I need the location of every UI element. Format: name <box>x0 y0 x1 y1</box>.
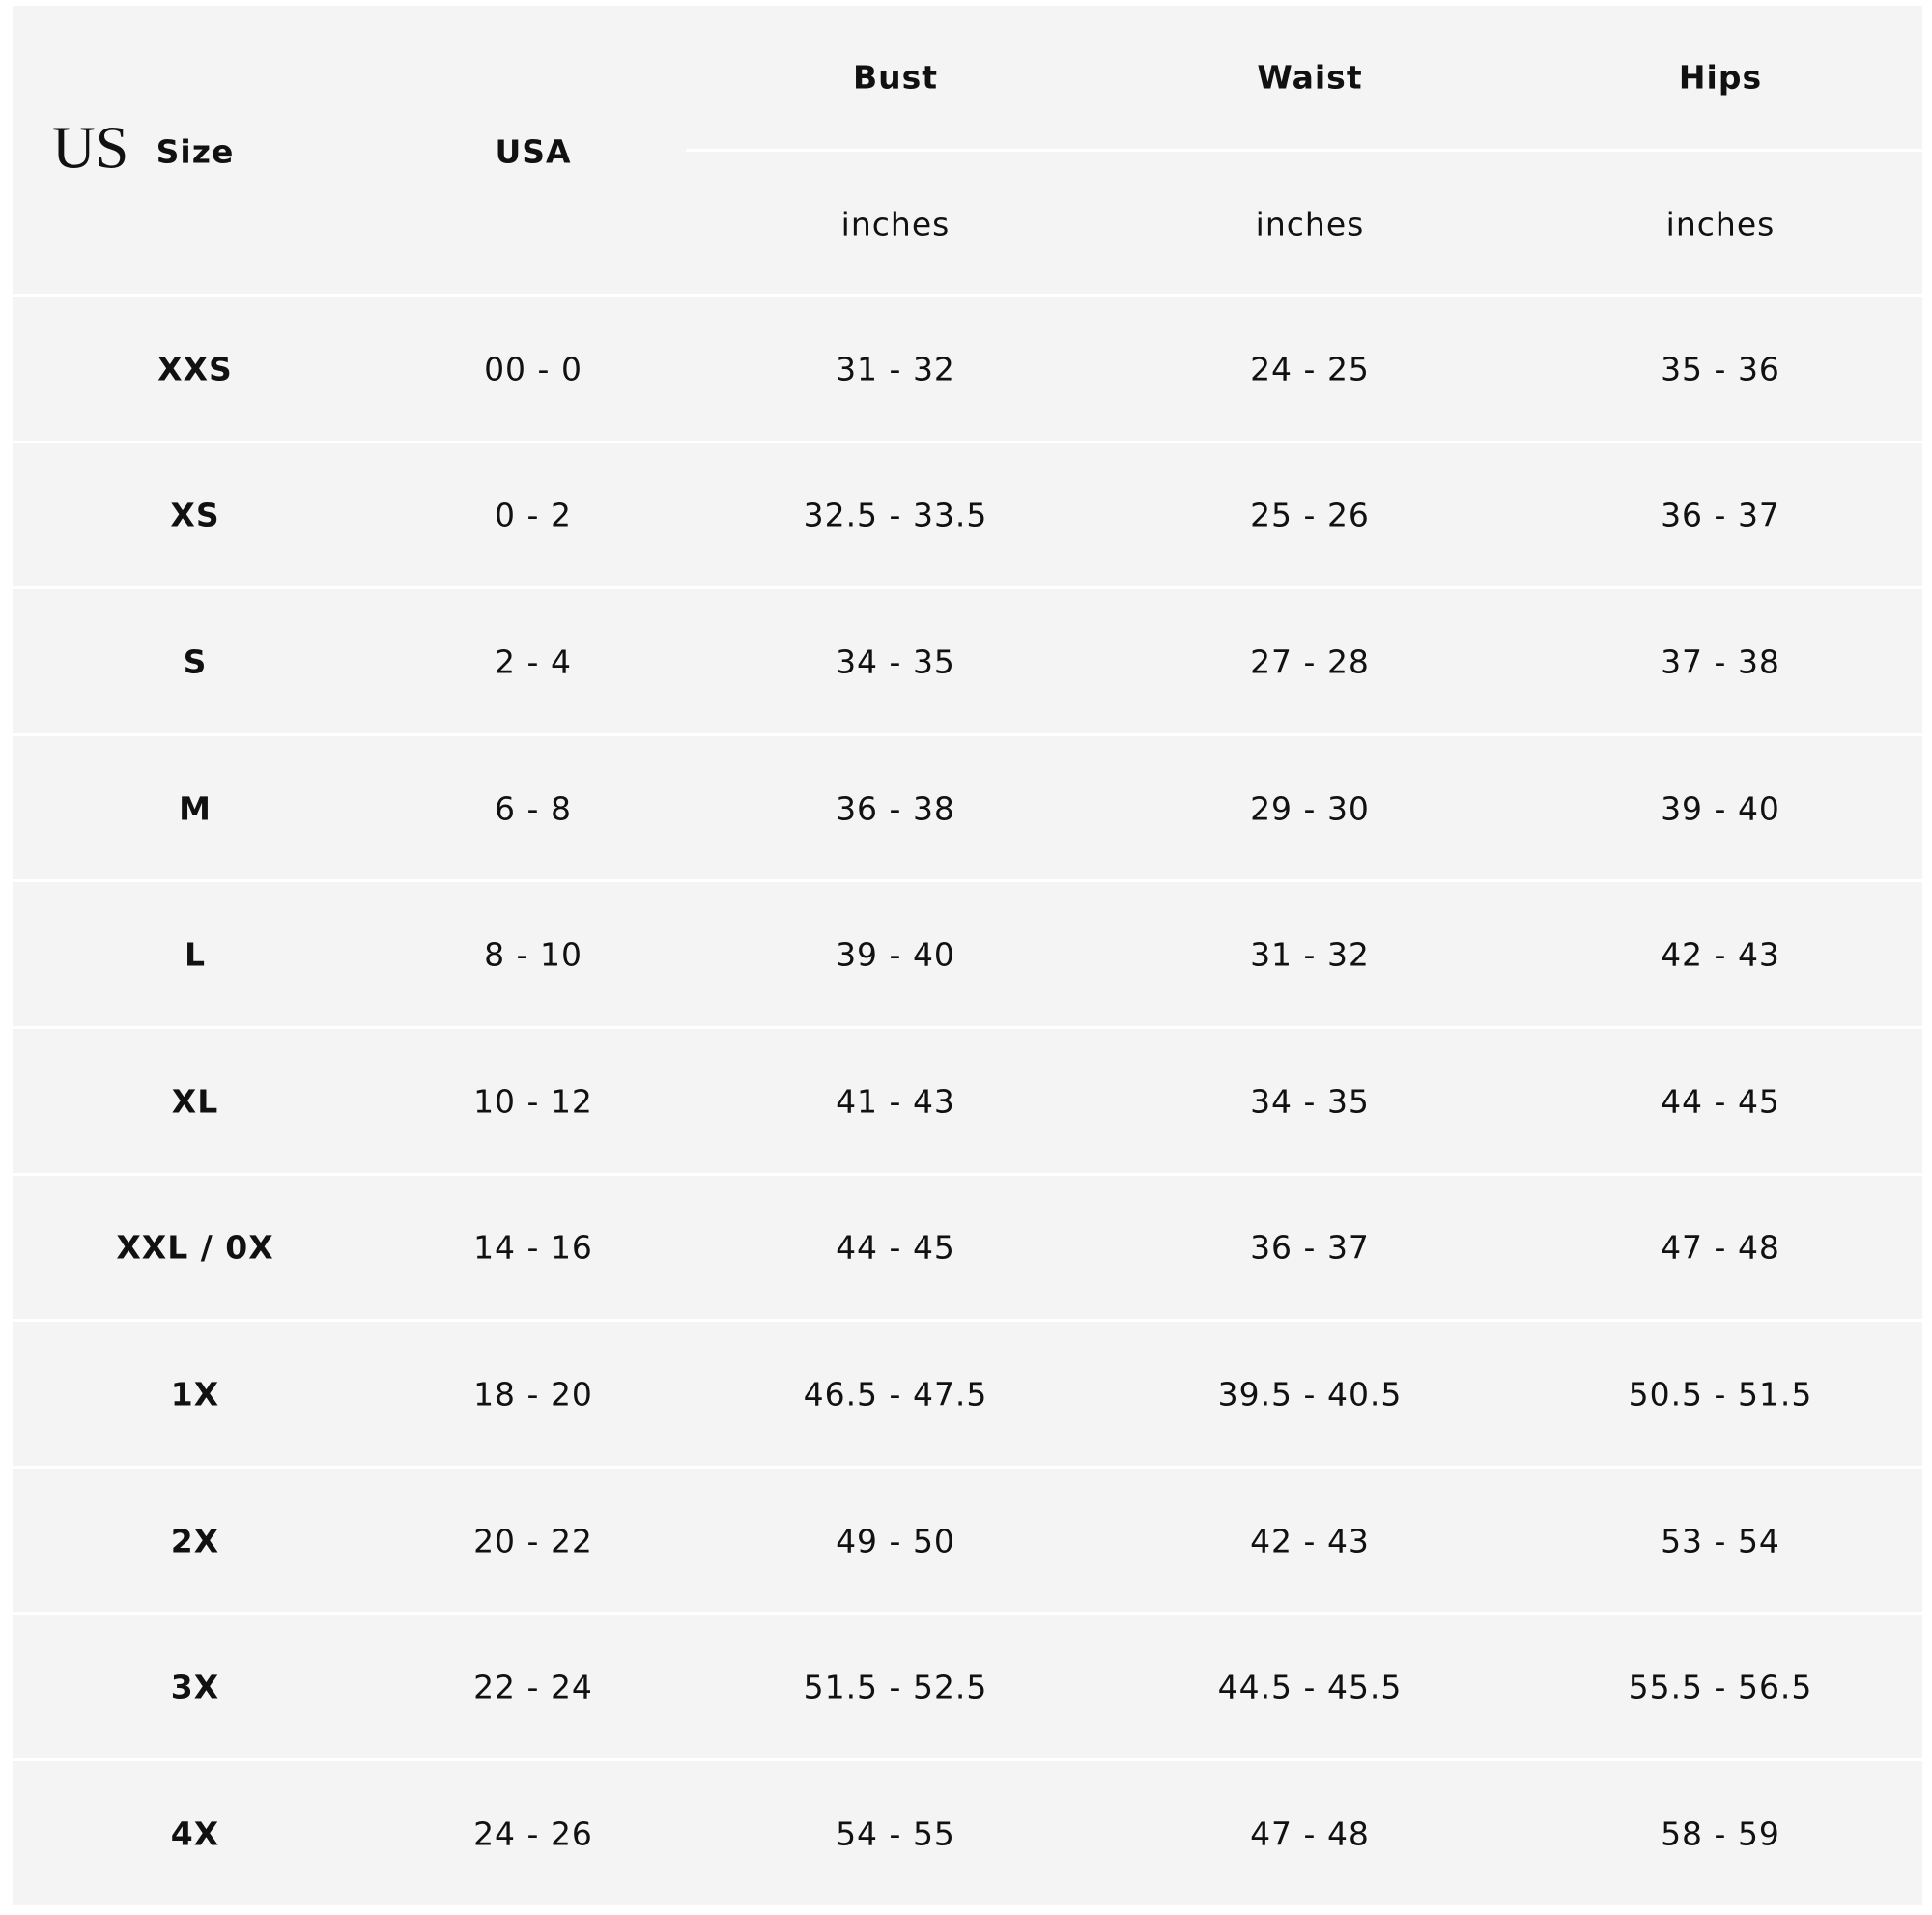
unit-label: inches <box>1255 205 1365 243</box>
measure-cell: 37 - 38 <box>1661 643 1780 681</box>
row-background <box>13 1029 1922 1173</box>
measure-cell: 36 - 37 <box>1661 496 1780 534</box>
column-header: Waist <box>1257 58 1363 97</box>
measure-cell: 34 - 35 <box>1250 1082 1370 1121</box>
measure-cell: 55.5 - 56.5 <box>1628 1668 1813 1706</box>
region-label: US <box>52 115 129 182</box>
unit-label: inches <box>840 205 951 243</box>
row-background <box>13 1175 1922 1320</box>
measure-cell: 27 - 28 <box>1250 643 1370 681</box>
measure-cell: 8 - 10 <box>484 935 582 974</box>
measure-cell: 36 - 38 <box>836 789 955 828</box>
measure-cell: 2 - 4 <box>495 643 572 681</box>
measure-cell: 10 - 12 <box>473 1082 593 1121</box>
measure-cell: 46.5 - 47.5 <box>803 1375 988 1414</box>
unit-label: inches <box>1665 205 1776 243</box>
row-background <box>13 1468 1922 1613</box>
measure-cell: 39 - 40 <box>836 935 955 974</box>
size-cell: 2X <box>170 1522 220 1560</box>
measure-cell: 42 - 43 <box>1661 935 1780 974</box>
size-cell: XXL / 0X <box>116 1228 274 1267</box>
measure-cell: 58 - 59 <box>1661 1815 1780 1853</box>
measure-cell: 00 - 0 <box>484 350 582 388</box>
measure-cell: 31 - 32 <box>1250 935 1370 974</box>
row-background <box>13 443 1922 587</box>
column-header: Hips <box>1678 58 1763 97</box>
measure-cell: 47 - 48 <box>1250 1815 1370 1853</box>
row-background <box>13 589 1922 733</box>
measure-cell: 36 - 37 <box>1250 1228 1370 1267</box>
size-cell: XS <box>170 496 220 534</box>
measure-cell: 54 - 55 <box>836 1815 955 1853</box>
measure-cell: 53 - 54 <box>1661 1522 1780 1560</box>
row-background <box>13 735 1922 880</box>
size-cell: 3X <box>170 1668 220 1706</box>
measure-cell: 22 - 24 <box>473 1668 593 1706</box>
row-background <box>13 1322 1922 1466</box>
measure-cell: 51.5 - 52.5 <box>803 1668 988 1706</box>
row-background <box>13 1761 1922 1905</box>
header-top <box>13 6 1922 149</box>
measure-cell: 31 - 32 <box>836 350 955 388</box>
measure-cell: 44.5 - 45.5 <box>1217 1668 1403 1706</box>
measure-cell: 29 - 30 <box>1250 789 1370 828</box>
measure-cell: 20 - 22 <box>473 1522 593 1560</box>
column-header: Bust <box>852 58 939 97</box>
measure-cell: 34 - 35 <box>836 643 955 681</box>
size-cell: 1X <box>170 1375 220 1414</box>
measure-cell: 39 - 40 <box>1661 789 1780 828</box>
measure-cell: 50.5 - 51.5 <box>1628 1375 1813 1414</box>
measure-cell: 18 - 20 <box>473 1375 593 1414</box>
header-left <box>13 149 686 294</box>
size-cell: XXS <box>157 350 233 388</box>
header-units <box>686 152 1922 294</box>
size-cell: XL <box>171 1082 219 1121</box>
measure-cell: 44 - 45 <box>1661 1082 1780 1121</box>
row-background <box>13 882 1922 1026</box>
measure-cell: 32.5 - 33.5 <box>803 496 988 534</box>
size-cell: S <box>183 643 208 681</box>
size-cell: 4X <box>170 1815 220 1853</box>
measure-cell: 24 - 25 <box>1250 350 1370 388</box>
measure-cell: 47 - 48 <box>1661 1228 1780 1267</box>
size-cell: L <box>184 935 207 974</box>
measure-cell: 6 - 8 <box>495 789 572 828</box>
row-background <box>13 1615 1922 1758</box>
row-background <box>13 297 1922 441</box>
measure-cell: 49 - 50 <box>836 1522 955 1560</box>
measure-cell: 39.5 - 40.5 <box>1217 1375 1403 1414</box>
measure-cell: 42 - 43 <box>1250 1522 1370 1560</box>
measure-cell: 41 - 43 <box>836 1082 955 1121</box>
column-header: Size <box>156 132 235 171</box>
size-cell: M <box>179 789 212 828</box>
measure-cell: 44 - 45 <box>836 1228 955 1267</box>
measure-cell: 35 - 36 <box>1661 350 1780 388</box>
measure-cell: 0 - 2 <box>495 496 572 534</box>
measure-cell: 24 - 26 <box>473 1815 593 1853</box>
measure-cell: 25 - 26 <box>1250 496 1370 534</box>
column-header: USA <box>495 132 572 171</box>
measure-cell: 14 - 16 <box>473 1228 593 1267</box>
